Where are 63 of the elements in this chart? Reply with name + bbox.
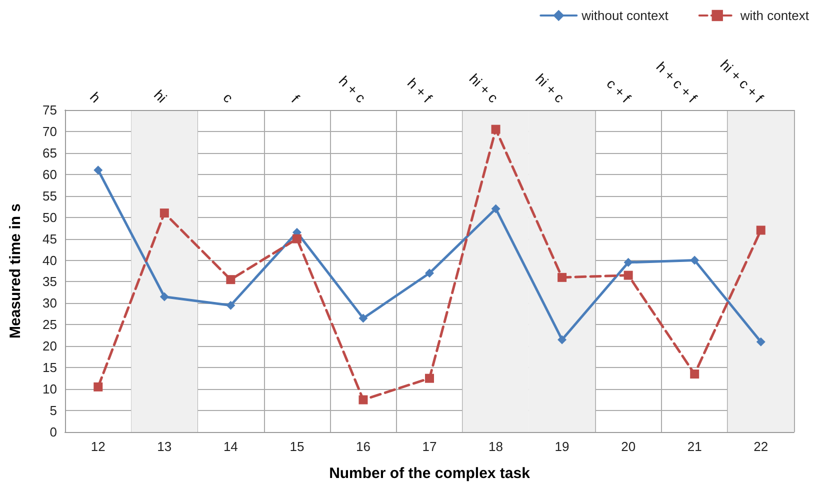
point [226,300,236,310]
y-tick-label: 65 [42,145,57,160]
text: h + c [336,72,369,106]
y-tick-label: 45 [42,231,57,246]
legend-label: with context [739,8,810,23]
text: h [86,88,104,106]
x-tick-label: 22 [754,439,768,454]
x-axis-title: Number of the complex task [329,465,531,482]
text: hi [151,86,170,106]
point [624,270,633,280]
text: hi + c [532,70,568,106]
text: h + f [404,74,436,106]
x-tick-label: 15 [290,439,304,454]
point [690,370,700,379]
x-tick-label: 20 [621,439,636,454]
text: h + c + f [653,58,700,106]
point [491,204,500,214]
x-tick-label: 13 [157,439,172,454]
point [425,374,434,383]
y-tick-label: 25 [42,317,57,332]
text: c + f [604,75,634,106]
y-tick-label: 40 [42,252,57,268]
point [624,258,633,267]
y-tick-label: 70 [42,124,57,139]
point [358,314,368,323]
y-tick-label: 15 [42,360,57,376]
point [94,382,103,392]
x-tick-label: 16 [356,439,370,454]
text: hi + c [466,70,502,106]
point [160,208,169,218]
text: f [288,92,303,106]
text: hi + c + f [717,56,767,106]
point [226,275,236,284]
x-tick-label: 18 [488,439,504,454]
y-tick-label: 20 [42,338,57,354]
point [358,395,368,404]
y-tick-label: 10 [42,382,57,397]
point [425,268,434,278]
point [756,226,766,235]
point [491,124,500,134]
point [756,337,766,346]
text: c [220,89,236,106]
x-tick-label: 21 [687,439,702,454]
x-tick-label: 19 [554,439,570,454]
y-tick-label: 30 [42,296,57,311]
y-tick-label: 5 [50,403,57,418]
point [94,166,103,175]
y-axis-title: Measured time in s [7,203,24,339]
y-tick-label: 75 [42,102,57,118]
y-tick-label: 50 [42,210,57,225]
point [292,234,302,244]
x-tick-label: 17 [422,439,437,454]
legend-label: without context [580,8,669,23]
point [558,272,567,282]
y-tick-label: 60 [42,166,57,182]
x-tick-label: 14 [223,439,238,454]
y-tick-label: 55 [42,188,57,204]
y-tick-label: 35 [42,274,57,290]
point [160,292,169,302]
y-tick-label: 0 [50,424,57,440]
x-tick-label: 12 [90,439,106,454]
point [558,335,567,344]
point [690,256,700,265]
